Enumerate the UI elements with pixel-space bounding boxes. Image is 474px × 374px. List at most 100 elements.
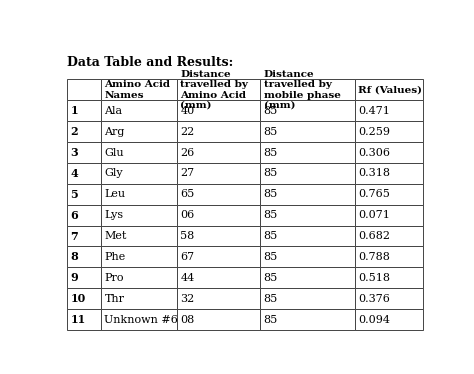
Text: 0.788: 0.788 xyxy=(358,252,390,262)
Bar xyxy=(66,121,100,142)
Text: 85: 85 xyxy=(264,252,278,262)
Text: 85: 85 xyxy=(264,231,278,241)
Bar xyxy=(100,309,176,330)
Bar xyxy=(260,309,355,330)
Bar xyxy=(176,184,260,205)
Bar xyxy=(260,226,355,246)
Bar xyxy=(66,100,100,121)
Bar xyxy=(355,79,423,100)
Bar xyxy=(176,267,260,288)
Bar xyxy=(176,121,260,142)
Text: 67: 67 xyxy=(180,252,194,262)
Text: 65: 65 xyxy=(180,189,194,199)
Bar xyxy=(260,79,355,100)
Text: 08: 08 xyxy=(180,315,194,325)
Text: Distance
travelled by
mobile phase
(mm): Distance travelled by mobile phase (mm) xyxy=(264,70,340,110)
Text: 0.094: 0.094 xyxy=(358,315,391,325)
Text: 0.471: 0.471 xyxy=(358,106,390,116)
Text: 0.259: 0.259 xyxy=(358,127,391,137)
Bar xyxy=(260,100,355,121)
Text: 0.376: 0.376 xyxy=(358,294,390,304)
Bar xyxy=(100,246,176,267)
Text: Rf (Values): Rf (Values) xyxy=(358,85,422,94)
Text: 85: 85 xyxy=(264,273,278,283)
Text: 0.518: 0.518 xyxy=(358,273,391,283)
Bar xyxy=(260,121,355,142)
Text: 40: 40 xyxy=(180,106,194,116)
Bar xyxy=(355,226,423,246)
Text: Thr: Thr xyxy=(104,294,124,304)
Text: 0.765: 0.765 xyxy=(358,189,390,199)
Text: 85: 85 xyxy=(264,315,278,325)
Text: 22: 22 xyxy=(180,127,194,137)
Text: Distance
travelled by
Amino Acid
(mm): Distance travelled by Amino Acid (mm) xyxy=(180,70,248,110)
Text: 4: 4 xyxy=(70,168,78,179)
Text: 2: 2 xyxy=(70,126,78,137)
Text: Phe: Phe xyxy=(104,252,126,262)
Text: 6: 6 xyxy=(70,210,78,221)
Bar xyxy=(355,309,423,330)
Bar xyxy=(100,163,176,184)
Text: 3: 3 xyxy=(70,147,78,158)
Bar xyxy=(100,79,176,100)
Text: 26: 26 xyxy=(180,147,194,157)
Text: Met: Met xyxy=(104,231,127,241)
Text: 11: 11 xyxy=(70,314,85,325)
Text: 8: 8 xyxy=(70,251,78,263)
Bar xyxy=(260,142,355,163)
Bar xyxy=(176,288,260,309)
Bar xyxy=(100,142,176,163)
Text: 7: 7 xyxy=(70,230,78,242)
Bar xyxy=(355,184,423,205)
Bar xyxy=(100,226,176,246)
Text: Lys: Lys xyxy=(104,210,124,220)
Text: Data Table and Results:: Data Table and Results: xyxy=(66,56,233,69)
Text: Leu: Leu xyxy=(104,189,126,199)
Bar xyxy=(176,246,260,267)
Text: Pro: Pro xyxy=(104,273,124,283)
Bar xyxy=(176,163,260,184)
Text: 9: 9 xyxy=(70,272,78,283)
Text: 85: 85 xyxy=(264,106,278,116)
Bar xyxy=(355,246,423,267)
Text: 85: 85 xyxy=(264,210,278,220)
Bar xyxy=(176,142,260,163)
Bar xyxy=(100,205,176,226)
Bar xyxy=(260,163,355,184)
Bar xyxy=(66,205,100,226)
Bar xyxy=(176,100,260,121)
Bar xyxy=(66,163,100,184)
Text: 85: 85 xyxy=(264,189,278,199)
Text: 58: 58 xyxy=(180,231,194,241)
Bar xyxy=(66,246,100,267)
Bar xyxy=(260,267,355,288)
Bar xyxy=(100,267,176,288)
Text: 06: 06 xyxy=(180,210,194,220)
Bar xyxy=(355,288,423,309)
Text: Arg: Arg xyxy=(104,127,125,137)
Bar xyxy=(100,184,176,205)
Text: Amino Acid
Names: Amino Acid Names xyxy=(104,80,170,99)
Text: 5: 5 xyxy=(70,189,78,200)
Bar xyxy=(176,309,260,330)
Bar xyxy=(260,288,355,309)
Bar xyxy=(66,79,100,100)
Bar xyxy=(66,226,100,246)
Text: 1: 1 xyxy=(70,105,78,116)
Text: 27: 27 xyxy=(180,168,194,178)
Text: 32: 32 xyxy=(180,294,194,304)
Text: Gly: Gly xyxy=(104,168,123,178)
Bar xyxy=(100,288,176,309)
Bar xyxy=(66,267,100,288)
Text: Glu: Glu xyxy=(104,147,124,157)
Bar xyxy=(100,121,176,142)
Bar xyxy=(176,226,260,246)
Bar xyxy=(260,205,355,226)
Bar xyxy=(66,309,100,330)
Bar xyxy=(176,79,260,100)
Bar xyxy=(66,288,100,309)
Bar xyxy=(355,121,423,142)
Text: 0.071: 0.071 xyxy=(358,210,390,220)
Bar xyxy=(66,184,100,205)
Text: Unknown #6: Unknown #6 xyxy=(104,315,178,325)
